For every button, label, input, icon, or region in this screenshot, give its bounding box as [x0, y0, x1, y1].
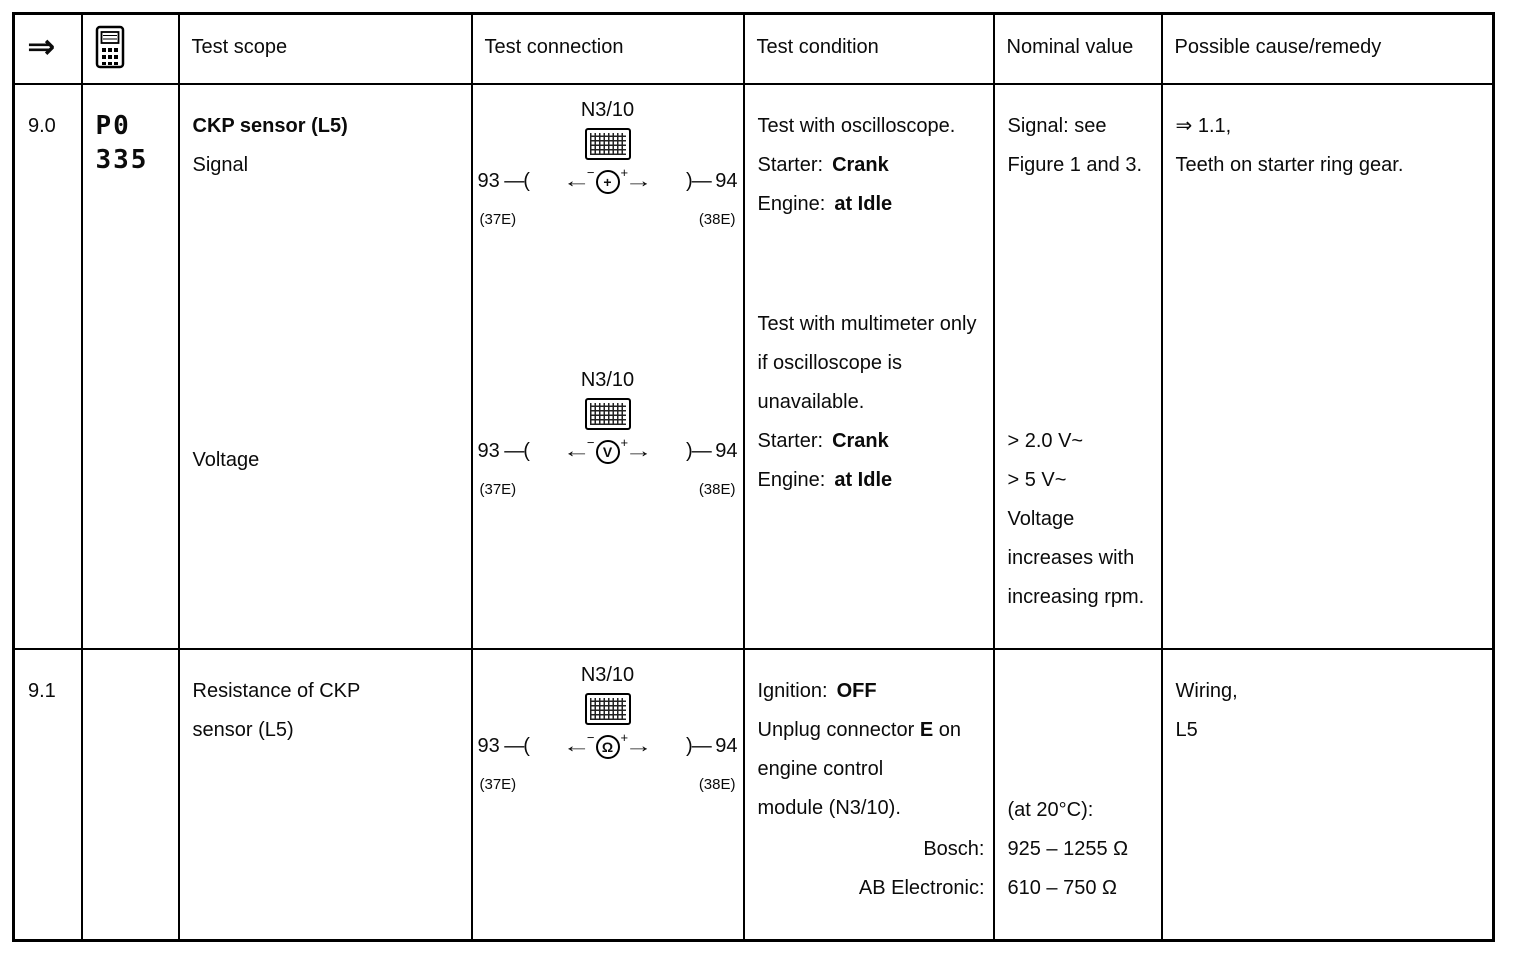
condition-block: Ignition: OFF Unplug connector E on engin… — [758, 672, 985, 828]
test-condition-cell: Ignition: OFF Unplug connector E on engin… — [742, 647, 995, 941]
condition-line: module (N3/10). — [757, 796, 901, 819]
nominal-block-signal: Signal: see Figure 1 and 3. — [1008, 107, 1153, 185]
manufacturer-label: Bosch: — [923, 837, 985, 860]
socket-left-label: (37E) — [479, 480, 517, 498]
nominal-line: 925 – 1255 Ω — [1007, 837, 1129, 860]
test-scope-cell: Resistance of CKP sensor (L5) — [177, 647, 473, 941]
cause-line: ⇒ 1.1, — [1175, 114, 1232, 137]
condition-line: Engine: at Idle — [757, 468, 893, 491]
possible-cause-cell: ⇒ 1.1, Teeth on starter ring gear. — [1160, 82, 1495, 650]
socket-right-label: (38E) — [698, 480, 736, 498]
nominal-line: (at 20°C): — [1007, 798, 1094, 821]
step-number: 9.0 — [28, 114, 56, 137]
connector-plug-icon — [584, 692, 631, 725]
socket-right-label: (38E) — [698, 775, 736, 793]
possible-cause-cell: Wiring, L5 — [1160, 647, 1495, 941]
nominal-line: Figure 1 and 3. — [1007, 153, 1143, 176]
scope-title: CKP sensor (L5) — [192, 114, 348, 137]
nominal-block-voltage: > 2.0 V~ > 5 V~ Voltage increases with i… — [1008, 422, 1153, 617]
scope-line: Resistance of CKP — [192, 679, 361, 702]
test-connection-cell: N3/10 93 —( ← − + + → )— 94 (37E) (38E) — [470, 82, 745, 650]
oscilloscope-symbol: ← − + + → — [562, 165, 653, 194]
cause-block: ⇒ 1.1, Teeth on starter ring gear. — [1176, 107, 1485, 185]
condition-line: engine control — [757, 757, 884, 780]
nominal-line: increases with — [1007, 546, 1135, 569]
condition-line: Ignition: OFF — [757, 679, 877, 702]
socket-left-label: (37E) — [479, 775, 517, 793]
nominal-line: > 2.0 V~ — [1007, 429, 1084, 452]
step-number: 9.1 — [28, 679, 56, 702]
nominal-value-cell: (at 20°C): 925 – 1255 Ω 610 – 750 Ω — [992, 647, 1163, 941]
header-row: ⇒ Test scope Test connection T — [12, 12, 1495, 85]
connection-diagram-oscilloscope: N3/10 93 —( ← − + + → )— 94 (37E) (38E) — [478, 97, 738, 230]
socket-left-label: (37E) — [479, 210, 517, 228]
manufacturer-label: AB Electronic: — [858, 876, 985, 899]
scope-line: sensor (L5) — [192, 718, 294, 741]
manufacturer-block: Bosch: AB Electronic: — [758, 830, 985, 908]
header-arrow-cell: ⇒ — [12, 12, 83, 85]
dtc-code: P0 335 — [95, 110, 149, 175]
cause-block: Wiring, L5 — [1176, 672, 1485, 750]
connector-plug-icon — [584, 397, 631, 430]
nominal-line: Voltage — [1007, 507, 1075, 530]
pin-left-label: 93 —( — [477, 170, 530, 192]
condition-block-oscilloscope: Test with oscilloscope. Starter: Crank En… — [758, 107, 985, 224]
condition-line: if oscilloscope is — [757, 351, 903, 374]
condition-block-multimeter: Test with multimeter only if oscilloscop… — [758, 305, 985, 500]
test-connection-cell: N3/10 93 —( ← − Ω + → )— 94 (37E) (38E) — [470, 647, 745, 941]
header-test-connection: Test connection — [470, 12, 745, 85]
pin-left-label: 93 —( — [477, 440, 530, 462]
connector-plug-icon — [584, 127, 631, 160]
step-cell: 9.0 — [12, 82, 83, 650]
test-condition-cell: Test with oscilloscope. Starter: Crank En… — [742, 82, 995, 650]
diagnostic-tester-icon — [95, 25, 124, 69]
dtc-cell: P0 335 — [80, 82, 180, 650]
nominal-line: increasing rpm. — [1007, 585, 1145, 608]
double-arrow-icon: ⇒ — [27, 28, 56, 66]
cause-line: Wiring, — [1175, 679, 1238, 702]
header-test-scope: Test scope — [177, 12, 473, 85]
voltmeter-symbol: ← − V + → — [562, 435, 653, 464]
condition-line: Test with multimeter only — [757, 312, 977, 335]
connection-diagram-voltmeter: N3/10 93 —( ← − V + → )— 94 (37E) (38E) — [478, 367, 738, 500]
nominal-line: Signal: see — [1007, 114, 1107, 137]
module-label: N3/10 — [580, 368, 635, 391]
pin-right-label: )— 94 — [686, 735, 738, 757]
scope-block: CKP sensor (L5) Signal — [193, 107, 463, 185]
header-possible-cause: Possible cause/remedy — [1160, 12, 1495, 85]
scope-subtitle-signal: Signal — [192, 153, 249, 176]
nominal-line: 610 – 750 Ω — [1007, 876, 1117, 899]
condition-line: Starter: Crank — [757, 153, 889, 176]
scope-subtitle-voltage: Voltage — [192, 448, 260, 471]
pin-right-label: )— 94 — [686, 440, 738, 462]
header-test-condition: Test condition — [742, 12, 995, 85]
nominal-line: > 5 V~ — [1007, 468, 1067, 491]
condition-line: Engine: at Idle — [757, 192, 893, 215]
nominal-value-cell: Signal: see Figure 1 and 3. > 2.0 V~ > 5… — [992, 82, 1163, 650]
header-tester-cell — [80, 12, 180, 85]
dtc-cell — [80, 647, 180, 941]
test-row-9-1: 9.1 Resistance of CKP sensor (L5) N3/10 — [12, 647, 1495, 941]
cause-line: Teeth on starter ring gear. — [1175, 153, 1404, 176]
connection-diagram-ohmmeter: N3/10 93 —( ← − Ω + → )— 94 (37E) (38E) — [478, 662, 738, 795]
header-nominal-value: Nominal value — [992, 12, 1163, 85]
condition-line: Starter: Crank — [757, 429, 889, 452]
condition-line: Test with oscilloscope. — [757, 114, 956, 137]
condition-line: Unplug connector E on — [757, 718, 962, 741]
test-scope-cell: CKP sensor (L5) Signal Voltage — [177, 82, 473, 650]
nominal-block: (at 20°C): 925 – 1255 Ω 610 – 750 Ω — [1008, 791, 1153, 908]
scope-block: Resistance of CKP sensor (L5) — [193, 672, 463, 750]
cause-line: L5 — [1175, 718, 1198, 741]
pin-left-label: 93 —( — [477, 735, 530, 757]
module-label: N3/10 — [580, 663, 635, 686]
socket-right-label: (38E) — [698, 210, 736, 228]
step-cell: 9.1 — [12, 647, 83, 941]
condition-line: unavailable. — [757, 390, 865, 413]
pin-right-label: )— 94 — [686, 170, 738, 192]
test-row-9-0: 9.0 P0 335 CKP sensor (L5) Signal Voltag… — [12, 82, 1495, 650]
diagnostic-test-table: ⇒ Test scope Test connection T — [12, 12, 1495, 942]
module-label: N3/10 — [580, 98, 635, 121]
ohmmeter-symbol: ← − Ω + → — [562, 730, 653, 759]
